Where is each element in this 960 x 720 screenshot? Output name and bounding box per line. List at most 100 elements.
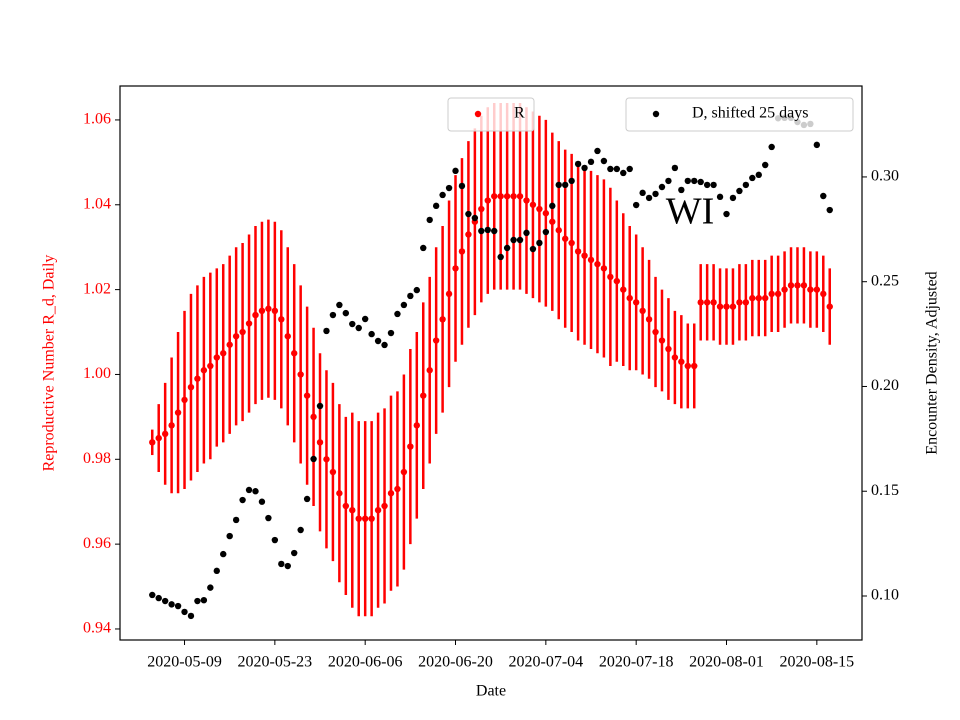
point: [342, 502, 350, 510]
point: [258, 307, 266, 315]
point: [594, 260, 601, 268]
point: [420, 244, 427, 252]
point: [568, 177, 575, 185]
point: [323, 456, 330, 463]
point: [626, 294, 633, 302]
point: [749, 174, 756, 182]
point: [194, 597, 201, 605]
point: [807, 286, 814, 293]
point: [620, 286, 627, 293]
point: [149, 591, 156, 599]
point: [439, 191, 446, 199]
legend-label: D, shifted 25 days: [692, 105, 808, 122]
point: [452, 265, 459, 272]
point: [181, 608, 188, 616]
point: [639, 189, 646, 197]
point: [652, 190, 659, 198]
point: [394, 485, 401, 493]
x-tick-label: 2020-05-09: [147, 654, 222, 671]
point: [478, 205, 485, 213]
yticks-label: 0.98: [83, 450, 111, 467]
x-tick-label: 2020-07-18: [599, 654, 674, 671]
point: [497, 193, 504, 200]
point: [820, 290, 827, 298]
point: [671, 164, 679, 172]
point: [510, 193, 517, 200]
point: [710, 299, 717, 306]
point: [658, 183, 666, 191]
point: [632, 201, 640, 209]
point: [529, 245, 537, 253]
point: [400, 301, 408, 309]
point: [336, 490, 343, 497]
point: [368, 515, 375, 522]
point: [620, 169, 627, 177]
point: [291, 549, 298, 557]
point: [220, 350, 227, 357]
point: [232, 516, 240, 524]
point: [226, 341, 233, 348]
y2ticks-label: 0.30: [871, 168, 899, 185]
point: [523, 197, 530, 204]
point: [794, 282, 801, 289]
point: [652, 328, 659, 336]
point: [394, 310, 401, 318]
point: [787, 282, 795, 289]
point: [245, 320, 253, 327]
y-axis-label: Reproductive Number R_d, Daily: [41, 255, 58, 472]
x-tick-label: 2020-05-23: [238, 654, 313, 671]
point: [729, 303, 737, 310]
point: [368, 330, 375, 338]
point: [245, 486, 253, 494]
point: [452, 167, 459, 175]
legend-box: [625, 97, 854, 132]
point: [755, 171, 762, 179]
yticks-label: 1.04: [83, 195, 111, 212]
point: [503, 193, 511, 200]
point: [252, 311, 259, 319]
point: [632, 299, 640, 306]
point: [826, 206, 833, 214]
point: [445, 184, 453, 192]
legend-marker: [474, 110, 482, 118]
point: [278, 560, 285, 568]
point: [426, 367, 433, 374]
point: [265, 514, 272, 522]
point: [562, 181, 569, 189]
point: [581, 252, 588, 259]
point: [187, 383, 195, 391]
point: [762, 161, 769, 169]
point: [826, 303, 833, 310]
point: [549, 202, 556, 210]
point: [271, 536, 279, 544]
point: [626, 165, 633, 173]
x-tick-label: 2020-06-06: [328, 654, 403, 671]
point: [194, 375, 201, 382]
point: [774, 290, 782, 298]
point: [813, 141, 821, 149]
point: [581, 164, 588, 172]
point: [587, 158, 595, 166]
point: [613, 165, 621, 173]
point: [361, 515, 369, 522]
point: [400, 468, 408, 476]
point: [278, 316, 285, 323]
point: [703, 299, 711, 306]
point: [316, 439, 324, 446]
point: [607, 165, 614, 173]
x-tick-label: 2020-06-20: [418, 654, 493, 671]
point: [174, 602, 182, 610]
point: [413, 286, 420, 294]
point: [665, 177, 672, 185]
point: [658, 337, 666, 344]
point: [562, 235, 569, 242]
point: [458, 182, 466, 190]
point: [432, 202, 440, 210]
point: [471, 214, 479, 222]
point: [491, 227, 498, 235]
point: [181, 396, 188, 404]
point: [607, 273, 614, 281]
point: [703, 181, 711, 189]
point: [645, 194, 653, 202]
point: [574, 248, 582, 255]
